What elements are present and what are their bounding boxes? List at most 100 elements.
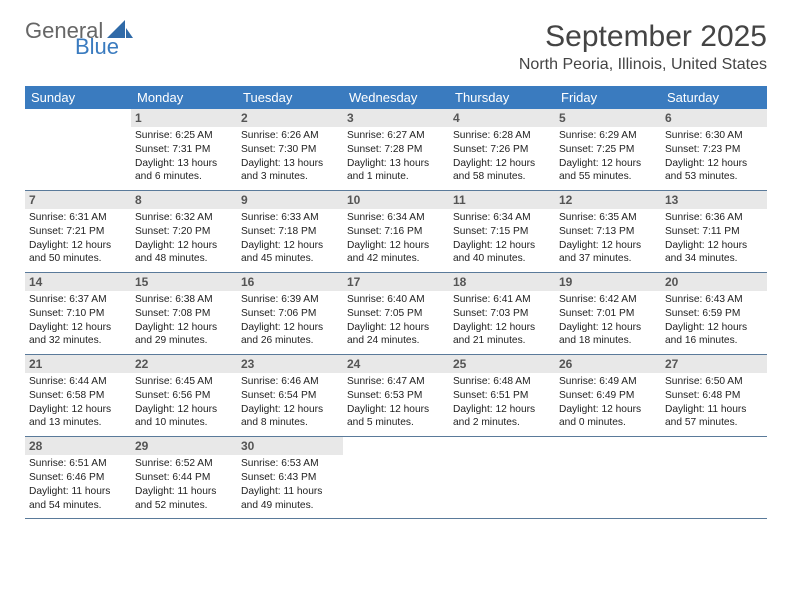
sunset-line: Sunset: 6:59 PM: [665, 307, 763, 321]
sunrise-line: Sunrise: 6:46 AM: [241, 375, 339, 389]
calendar-week-row: 28Sunrise: 6:51 AMSunset: 6:46 PMDayligh…: [25, 437, 767, 519]
daylight-line: Daylight: 12 hours and 5 minutes.: [347, 403, 445, 431]
day-number: 6: [661, 109, 767, 127]
calendar-cell: 28 Sunrise: 6:51 AMSunset: 6:46 PMDayligh…: [25, 437, 131, 519]
sunrise-line: Sunrise: 6:47 AM: [347, 375, 445, 389]
daylight-line: Daylight: 11 hours and 54 minutes.: [29, 485, 127, 513]
sunset-line: Sunset: 7:03 PM: [453, 307, 551, 321]
calendar-cell: [661, 437, 767, 519]
day-number: 29: [131, 437, 237, 455]
weekday-header: Sunday: [25, 86, 131, 109]
sunset-line: Sunset: 7:08 PM: [135, 307, 233, 321]
sunset-line: Sunset: 7:30 PM: [241, 143, 339, 157]
daylight-line: Daylight: 12 hours and 24 minutes.: [347, 321, 445, 349]
day-number: 13: [661, 191, 767, 209]
calendar-week-row: 21Sunrise: 6:44 AMSunset: 6:58 PMDayligh…: [25, 355, 767, 437]
calendar-cell: 1Sunrise: 6:25 AMSunset: 7:31 PMDaylight…: [131, 109, 237, 191]
sunset-line: Sunset: 7:13 PM: [559, 225, 657, 239]
day-number: 2: [237, 109, 343, 127]
sunrise-line: Sunrise: 6:31 AM: [29, 211, 127, 225]
daylight-line: Daylight: 12 hours and 40 minutes.: [453, 239, 551, 267]
calendar-cell: 26Sunrise: 6:49 AMSunset: 6:49 PMDayligh…: [555, 355, 661, 437]
calendar-cell: 11 Sunrise: 6:34 AMSunset: 7:15 PMDayligh…: [449, 191, 555, 273]
calendar-cell: 13Sunrise: 6:36 AMSunset: 7:11 PMDayligh…: [661, 191, 767, 273]
sunset-line: Sunset: 6:43 PM: [241, 471, 339, 485]
calendar-cell: 6Sunrise: 6:30 AMSunset: 7:23 PMDaylight…: [661, 109, 767, 191]
daylight-line: Daylight: 12 hours and 18 minutes.: [559, 321, 657, 349]
daylight-line: Daylight: 12 hours and 48 minutes.: [135, 239, 233, 267]
sunrise-line: Sunrise: 6:27 AM: [347, 129, 445, 143]
daylight-line: Daylight: 12 hours and 42 minutes.: [347, 239, 445, 267]
logo-text-blue: Blue: [75, 36, 133, 58]
day-number: 12: [555, 191, 661, 209]
sunset-line: Sunset: 7:28 PM: [347, 143, 445, 157]
calendar-cell: 29Sunrise: 6:52 AMSunset: 6:44 PMDayligh…: [131, 437, 237, 519]
sunset-line: Sunset: 6:46 PM: [29, 471, 127, 485]
weekday-header: Tuesday: [237, 86, 343, 109]
calendar-cell: 21Sunrise: 6:44 AMSunset: 6:58 PMDayligh…: [25, 355, 131, 437]
calendar-cell: [25, 109, 131, 191]
sunrise-line: Sunrise: 6:51 AM: [29, 457, 127, 471]
sunset-line: Sunset: 7:06 PM: [241, 307, 339, 321]
daylight-line: Daylight: 12 hours and 37 minutes.: [559, 239, 657, 267]
sunrise-line: Sunrise: 6:34 AM: [453, 211, 551, 225]
day-number: 19: [555, 273, 661, 291]
sunset-line: Sunset: 7:31 PM: [135, 143, 233, 157]
sunrise-line: Sunrise: 6:44 AM: [29, 375, 127, 389]
daylight-line: Daylight: 12 hours and 58 minutes.: [453, 157, 551, 185]
sunrise-line: Sunrise: 6:45 AM: [135, 375, 233, 389]
day-number: 25: [449, 355, 555, 373]
sunset-line: Sunset: 7:16 PM: [347, 225, 445, 239]
day-number: 23: [237, 355, 343, 373]
sunrise-line: Sunrise: 6:25 AM: [135, 129, 233, 143]
sunset-line: Sunset: 7:26 PM: [453, 143, 551, 157]
weekday-header: Friday: [555, 86, 661, 109]
sunset-line: Sunset: 6:51 PM: [453, 389, 551, 403]
daylight-line: Daylight: 12 hours and 16 minutes.: [665, 321, 763, 349]
calendar-cell: 20Sunrise: 6:43 AMSunset: 6:59 PMDayligh…: [661, 273, 767, 355]
daylight-line: Daylight: 12 hours and 34 minutes.: [665, 239, 763, 267]
calendar-cell: 7Sunrise: 6:31 AMSunset: 7:21 PMDaylight…: [25, 191, 131, 273]
sunset-line: Sunset: 7:05 PM: [347, 307, 445, 321]
calendar-cell: 5Sunrise: 6:29 AMSunset: 7:25 PMDaylight…: [555, 109, 661, 191]
day-number: 5: [555, 109, 661, 127]
sunrise-line: Sunrise: 6:29 AM: [559, 129, 657, 143]
sunrise-line: Sunrise: 6:40 AM: [347, 293, 445, 307]
sunrise-line: Sunrise: 6:49 AM: [559, 375, 657, 389]
sunset-line: Sunset: 7:01 PM: [559, 307, 657, 321]
day-number: 22: [131, 355, 237, 373]
sunrise-line: Sunrise: 6:33 AM: [241, 211, 339, 225]
sunrise-line: Sunrise: 6:35 AM: [559, 211, 657, 225]
day-number: 8: [131, 191, 237, 209]
calendar-cell: 19Sunrise: 6:42 AMSunset: 7:01 PMDayligh…: [555, 273, 661, 355]
sunrise-line: Sunrise: 6:50 AM: [665, 375, 763, 389]
day-number: 11: [449, 191, 555, 209]
day-number: 7: [25, 191, 131, 209]
sunset-line: Sunset: 6:56 PM: [135, 389, 233, 403]
sunrise-line: Sunrise: 6:36 AM: [665, 211, 763, 225]
day-number: 24: [343, 355, 449, 373]
day-number: 21: [25, 355, 131, 373]
calendar-table: SundayMondayTuesdayWednesdayThursdayFrid…: [25, 86, 767, 519]
daylight-line: Daylight: 12 hours and 13 minutes.: [29, 403, 127, 431]
sunset-line: Sunset: 6:54 PM: [241, 389, 339, 403]
weekday-header: Thursday: [449, 86, 555, 109]
calendar-cell: 10Sunrise: 6:34 AMSunset: 7:16 PMDayligh…: [343, 191, 449, 273]
sunset-line: Sunset: 7:20 PM: [135, 225, 233, 239]
sunrise-line: Sunrise: 6:52 AM: [135, 457, 233, 471]
calendar-week-row: 7Sunrise: 6:31 AMSunset: 7:21 PMDaylight…: [25, 191, 767, 273]
calendar-cell: [449, 437, 555, 519]
sunrise-line: Sunrise: 6:53 AM: [241, 457, 339, 471]
calendar-cell: 8Sunrise: 6:32 AMSunset: 7:20 PMDaylight…: [131, 191, 237, 273]
sunset-line: Sunset: 7:15 PM: [453, 225, 551, 239]
day-number: 30: [237, 437, 343, 455]
day-number: 28: [25, 437, 131, 455]
sunrise-line: Sunrise: 6:39 AM: [241, 293, 339, 307]
daylight-line: Daylight: 12 hours and 26 minutes.: [241, 321, 339, 349]
sunrise-line: Sunrise: 6:26 AM: [241, 129, 339, 143]
calendar-cell: [343, 437, 449, 519]
calendar-cell: 18Sunrise: 6:41 AMSunset: 7:03 PMDayligh…: [449, 273, 555, 355]
sunset-line: Sunset: 6:49 PM: [559, 389, 657, 403]
day-number: 27: [661, 355, 767, 373]
daylight-line: Daylight: 11 hours and 49 minutes.: [241, 485, 339, 513]
